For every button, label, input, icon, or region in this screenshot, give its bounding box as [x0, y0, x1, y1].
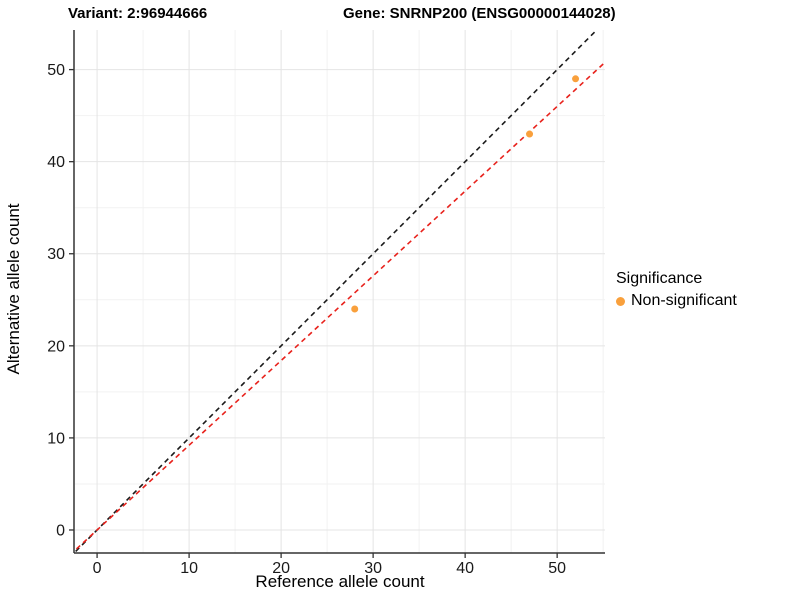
y-axis-title: Alternative allele count: [4, 203, 23, 375]
x-tick-label: 30: [364, 560, 382, 577]
x-tick-label: 10: [180, 560, 198, 577]
identity-line: [75, 30, 598, 553]
legend-point-icon: [616, 296, 625, 306]
data-point: [572, 75, 580, 83]
data-point: [351, 305, 359, 313]
x-tick-label: 50: [548, 560, 566, 577]
x-tick-label: 40: [456, 560, 474, 577]
y-tick-label: 50: [47, 62, 65, 79]
y-tick-label: 20: [47, 338, 65, 355]
x-tick-label: 20: [272, 560, 290, 577]
legend: Significance Non-significant: [616, 270, 737, 310]
legend-items: Non-significant: [616, 292, 737, 310]
y-tick-label: 30: [47, 246, 65, 263]
legend-title: Significance: [616, 270, 703, 287]
y-tick-label: 40: [47, 154, 65, 171]
x-tick-label: 0: [93, 560, 102, 577]
x-axis-title: Reference allele count: [255, 572, 425, 591]
y-tick-label: 0: [56, 522, 65, 539]
expected-ratio-line: [75, 61, 605, 552]
legend-item: Non-significant: [616, 292, 737, 310]
variant-title: Variant: 2:96944666: [68, 5, 208, 22]
gene-title: Gene: SNRNP200 (ENSG00000144028): [343, 5, 616, 22]
legend-item-label: Non-significant: [631, 292, 737, 309]
y-tick-label: 10: [47, 430, 65, 447]
data-point: [526, 130, 534, 138]
